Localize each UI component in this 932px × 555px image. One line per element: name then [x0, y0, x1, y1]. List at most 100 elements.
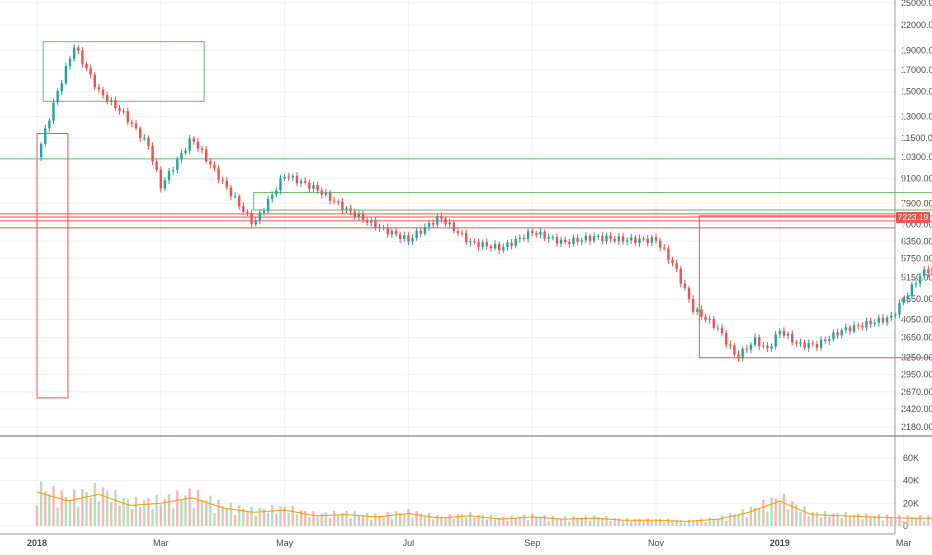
volume-bar [679, 519, 682, 526]
volume-bar [361, 514, 365, 526]
candle-body [745, 348, 748, 350]
volume-bar [48, 494, 51, 526]
volume-bar [275, 513, 278, 526]
volume-bar [204, 500, 208, 526]
volume-bar [795, 504, 798, 526]
volume-bar [114, 490, 117, 526]
candle-body [460, 232, 464, 234]
volume-bar [630, 521, 633, 526]
candle-body [407, 235, 410, 242]
candle-body [634, 237, 637, 243]
volume-bar [386, 512, 389, 526]
candle-body [749, 344, 753, 350]
volume-bar [254, 515, 257, 526]
candle-body [683, 283, 687, 289]
candle-body [370, 220, 373, 223]
candle-body [192, 138, 196, 142]
volume-bar [473, 517, 476, 526]
volume-bar [716, 518, 720, 526]
volume-bar [122, 497, 125, 526]
volume-bar [526, 520, 530, 526]
time-tick-label: Mar [153, 538, 169, 548]
volume-bar [295, 514, 299, 526]
candle-body [110, 99, 113, 102]
volume-bar [572, 516, 575, 526]
volume-bar [762, 499, 765, 526]
volume-bar [489, 514, 493, 526]
candle-body [741, 348, 744, 359]
volume-bar [85, 491, 88, 526]
volume-bar [163, 498, 167, 526]
candle-body [762, 345, 765, 347]
candle-body [291, 175, 295, 178]
volume-bar [663, 521, 666, 526]
volume-bar [44, 491, 47, 526]
volume-bar [238, 505, 241, 526]
candle-body [766, 345, 769, 349]
candle-body [481, 242, 484, 248]
volume-bar [597, 517, 600, 526]
candle-body [275, 190, 278, 195]
candle-body [452, 222, 455, 231]
candle-body [386, 227, 389, 235]
volume-bar [634, 518, 637, 526]
candle-body [551, 237, 555, 239]
candle-body [857, 325, 860, 327]
candle-body [914, 283, 918, 285]
volume-bar [836, 512, 839, 526]
volume-bar [403, 513, 406, 526]
volume-bar [440, 516, 443, 526]
candle-body [609, 235, 612, 239]
candle-body [535, 233, 538, 235]
volume-tick-label: 60K [903, 453, 919, 463]
volume-bar [547, 521, 550, 526]
candle-body [836, 332, 839, 336]
candle-body [485, 242, 489, 247]
candle-body [68, 58, 72, 67]
volume-bar [555, 518, 559, 526]
volume-bar [543, 514, 546, 526]
volume-bar [580, 518, 583, 526]
price-tick-label: 2420.00 [901, 404, 932, 414]
candle-body [262, 210, 266, 213]
volume-bar [584, 515, 588, 526]
volume-bar [159, 504, 162, 526]
candle-body [196, 141, 200, 149]
volume-bar [650, 521, 654, 526]
volume-bar [64, 496, 68, 526]
price-tick-label: 25000.00 [901, 0, 932, 8]
candle-body [782, 331, 786, 336]
candle-body [584, 235, 588, 241]
candle-body [271, 194, 274, 199]
volume-bar [861, 519, 864, 526]
price-tick-label: 2670.00 [901, 387, 932, 397]
candle-body [304, 180, 307, 183]
volume-bar [778, 502, 781, 526]
volume-bar [382, 515, 385, 526]
volume-bar [271, 505, 274, 526]
candle-body [543, 231, 546, 239]
price-tick-label: 13000.00 [901, 112, 932, 122]
candle-body [568, 242, 571, 245]
volume-bar [431, 519, 435, 526]
candle-body [464, 233, 468, 243]
volume-bar [304, 510, 307, 526]
volume-bar [803, 506, 806, 526]
candle-body [258, 212, 262, 221]
volume-bar [378, 516, 381, 526]
candle-body [52, 102, 55, 121]
candle-body [477, 242, 480, 248]
volume-bar [460, 514, 464, 526]
candle-body [151, 146, 154, 162]
candle-body [576, 237, 579, 242]
volume-bar [320, 513, 323, 526]
candle-body [613, 238, 616, 242]
price-tick-label: 22000.00 [901, 20, 932, 30]
candle-body [873, 322, 876, 325]
candle-body [502, 247, 505, 251]
volume-bar [766, 511, 769, 526]
candle-body [299, 180, 303, 184]
candle-body [786, 333, 790, 336]
candle-body [923, 269, 926, 277]
volume-bar [196, 489, 200, 526]
